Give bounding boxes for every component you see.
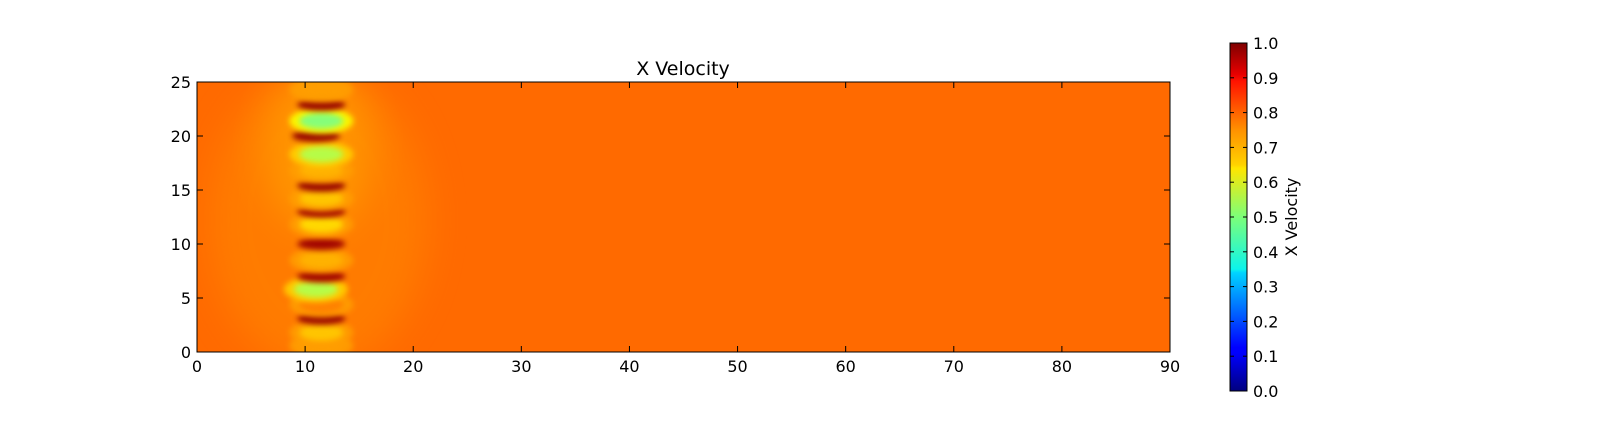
colorbar-tick-label: 1.0 [1253,34,1278,53]
y-tick-label: 5 [181,289,191,308]
colorbar-tick-label: 0.7 [1253,138,1278,157]
x-tick-label: 30 [511,357,531,376]
colorbar-ticks: 0.0 0.1 0.2 0.3 0.4 0.5 0.6 0.7 0.8 0.9 1.0 [1230,34,1278,401]
velocity-feature [297,98,346,111]
colorbar-tick-label: 0.2 [1253,312,1278,331]
y-tick-label: 10 [171,235,191,254]
colorbar-tick-label: 0.4 [1253,243,1278,262]
y-tick-label: 15 [171,181,191,200]
colorbar-tick-label: 0.8 [1253,104,1278,123]
velocity-feature [299,146,344,163]
velocity-feature [297,179,346,192]
x-tick-label: 50 [727,357,747,376]
y-tick-label: 25 [171,73,191,92]
velocity-feature [299,252,344,269]
colorbar-label: X Velocity [1282,178,1301,257]
colorbar-tick-label: 0.5 [1253,208,1278,227]
y-tick-label: 0 [181,343,191,362]
x-tick-label: 10 [295,357,315,376]
velocity-feature [299,112,344,129]
x-tick-label: 80 [1052,357,1072,376]
y-axis: 0 5 10 15 20 25 [171,73,1170,362]
colorbar-tick-label: 0.0 [1253,382,1278,401]
velocity-feature [297,270,346,283]
x-tick-label: 90 [1160,357,1180,376]
plot-frame [196,81,1171,353]
y-tick-label: 20 [171,127,191,146]
velocity-feature [299,324,344,341]
x-tick-label: 60 [835,357,855,376]
velocity-features [283,82,354,352]
velocity-feature [299,216,344,233]
x-tick-label: 0 [192,357,202,376]
velocity-feature [299,82,344,98]
chart-title: X Velocity [636,58,730,80]
colorbar: 0.0 0.1 0.2 0.3 0.4 0.5 0.6 0.7 0.8 0.9 1.0 X Velo… [1229,34,1301,401]
colorbar-tick-label: 0.6 [1253,173,1278,192]
x-tick-label: 70 [944,357,964,376]
x-tick-label: 20 [403,357,423,376]
velocity-feature [293,281,338,298]
x-axis: 0 10 20 30 40 50 60 70 80 90 [192,82,1180,376]
colorbar-tick-label: 0.9 [1253,69,1278,88]
plot-area: 0 10 20 30 40 50 60 70 80 90 0 5 10 15 20 25 [171,73,1181,376]
colorbar-tick-label: 0.3 [1253,278,1278,297]
x-tick-label: 40 [619,357,639,376]
velocity-feature [299,190,344,207]
velocity-feature [297,238,346,250]
colorbar-tick-label: 0.1 [1253,347,1278,366]
